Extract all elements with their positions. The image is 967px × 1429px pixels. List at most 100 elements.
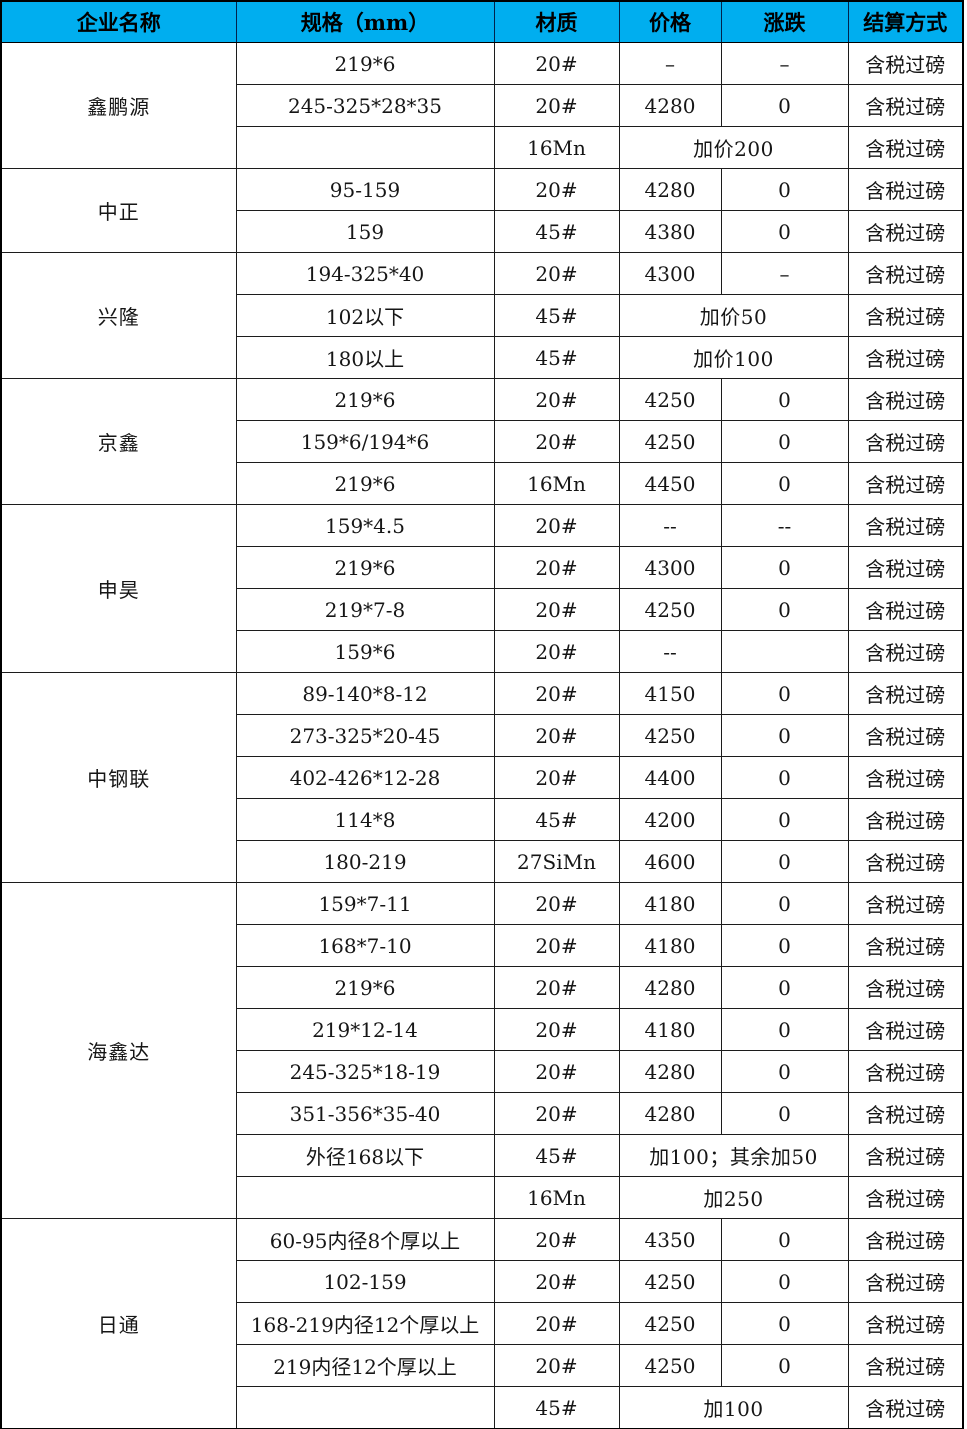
material-cell: 20#: [493, 1218, 620, 1261]
price-cell: 4250: [618, 420, 722, 463]
company-cell: 京鑫: [0, 378, 237, 505]
change-cell: 0: [720, 210, 849, 253]
table-row: 中正 95-159 20# 4280 0 含税过磅: [0, 168, 964, 253]
settlement-cell: 含税过磅: [847, 756, 964, 799]
spec-cell: 245-325*18-19: [235, 1050, 495, 1093]
spec-cell: 95-159: [235, 168, 495, 211]
settlement-cell: 含税过磅: [847, 84, 964, 127]
price-cell: 4250: [618, 1260, 722, 1303]
table-header-row: 企业名称 规格（mm） 材质 价格 涨跌 结算方式: [0, 0, 964, 43]
change-cell: 0: [720, 1302, 849, 1345]
spec-cell: 402-426*12-28: [235, 756, 495, 799]
material-cell: 20#: [493, 546, 620, 589]
table-row: 兴隆 194-325*40 20# 4300– 含税过磅: [0, 252, 964, 379]
change-cell: 0: [720, 714, 849, 757]
spec-cell: 351-356*35-40: [235, 1092, 495, 1135]
settlement-cell: 含税过磅: [847, 1218, 964, 1261]
header-cell-price: 价格: [618, 0, 722, 43]
change-cell: --: [720, 504, 849, 547]
header-cell-settlement: 结算方式: [847, 0, 964, 43]
price-adjustment-cell: 加价100: [618, 336, 849, 379]
settlement-cell: 含税过磅: [847, 126, 964, 169]
table-row: 219*7-8 20# 4250 0 含税过磅: [1, 588, 964, 631]
material-cell: 20#: [493, 966, 620, 1009]
price-cell: 4300: [618, 252, 722, 295]
material-cell: 20#: [493, 714, 620, 757]
table-row: 219内径12个厚以上 20# 4250 0 含税过磅: [1, 1344, 964, 1387]
change-cell: 0: [720, 1218, 849, 1261]
settlement-cell: 含税过磅: [847, 588, 964, 631]
spec-cell: 159*6: [235, 630, 495, 673]
price-cell: 4300: [618, 546, 722, 589]
spec-cell: 219*6: [235, 378, 495, 421]
price-cell: 4280: [618, 1092, 722, 1135]
spec-cell: [235, 126, 495, 169]
settlement-cell: 含税过磅: [847, 840, 964, 883]
settlement-cell: 含税过磅: [847, 420, 964, 463]
spec-cell: 219*7-8: [235, 588, 495, 631]
price-cell: 4250: [618, 1302, 722, 1345]
table-row: 中钢联 89-140*8-12 20# 4150 0 含税过磅: [0, 672, 964, 883]
material-cell: 27SiMn: [493, 840, 620, 883]
spec-cell: 168*7-10: [235, 924, 495, 967]
spec-cell: 外径168以下: [235, 1134, 495, 1177]
material-cell: 20#: [493, 378, 620, 421]
change-cell: 0: [720, 840, 849, 883]
change-cell: 0: [720, 1008, 849, 1051]
settlement-cell: 含税过磅: [847, 630, 964, 673]
spec-cell: 60-95内径8个厚以上: [235, 1218, 495, 1261]
change-cell: 0: [720, 966, 849, 1009]
change-cell: 0: [720, 462, 849, 505]
price-cell: --: [618, 504, 722, 547]
company-cell: 兴隆: [0, 252, 237, 379]
settlement-cell: 含税过磅: [847, 1344, 964, 1387]
spec-cell: 114*8: [235, 798, 495, 841]
material-cell: 45#: [493, 1386, 620, 1429]
settlement-cell: 含税过磅: [847, 1050, 964, 1093]
material-cell: 20#: [493, 420, 620, 463]
spec-cell: 159: [235, 210, 495, 253]
company-cell: 中钢联: [0, 672, 237, 883]
material-cell: 20#: [493, 882, 620, 925]
price-cell: 4450: [618, 462, 722, 505]
price-cell: --: [618, 630, 722, 673]
settlement-cell: 含税过磅: [847, 1302, 964, 1345]
price-cell: 4380: [618, 210, 722, 253]
spec-cell: 159*4.5: [235, 504, 495, 547]
table-row: 219*6 16Mn 4450 0 含税过磅: [1, 462, 964, 505]
change-cell: 0: [720, 1092, 849, 1135]
price-cell: 4280: [618, 168, 722, 211]
material-cell: 20#: [493, 84, 620, 127]
company-cell: 申昊: [0, 504, 237, 673]
change-cell: 0: [720, 1260, 849, 1303]
price-cell: 4250: [618, 378, 722, 421]
settlement-cell: 含税过磅: [847, 882, 964, 925]
settlement-cell: 含税过磅: [847, 294, 964, 337]
table-row: 114*8 45# 4200 0 含税过磅: [1, 798, 964, 841]
settlement-cell: 含税过磅: [847, 798, 964, 841]
table-row: 16Mn 加250 含税过磅: [1, 1176, 964, 1219]
settlement-cell: 含税过磅: [847, 336, 964, 379]
settlement-cell: 含税过磅: [847, 252, 964, 295]
settlement-cell: 含税过磅: [847, 462, 964, 505]
spec-cell: 168-219内径12个厚以上: [235, 1302, 495, 1345]
table-row: 168*7-10 20# 4180 0 含税过磅: [1, 924, 964, 967]
material-cell: 20#: [493, 252, 620, 295]
change-cell: 0: [720, 924, 849, 967]
settlement-cell: 含税过磅: [847, 1260, 964, 1303]
settlement-cell: 含税过磅: [847, 546, 964, 589]
change-cell: 0: [720, 84, 849, 127]
spec-cell: 273-325*20-45: [235, 714, 495, 757]
table-row: 京鑫 219*6 20# 4250 0 含税过磅: [0, 378, 964, 505]
spec-cell: 219*6: [235, 42, 495, 85]
material-cell: 45#: [493, 1134, 620, 1177]
spec-cell: 245-325*28*35: [235, 84, 495, 127]
price-cell: 4280: [618, 966, 722, 1009]
header-cell-change: 涨跌: [720, 0, 849, 43]
company-cell: 海鑫达: [0, 882, 237, 1219]
spec-cell: 159*7-11: [235, 882, 495, 925]
change-cell: 0: [720, 378, 849, 421]
table-row: 159 45# 4380 0 含税过磅: [1, 210, 964, 253]
price-cell: 4280: [618, 1050, 722, 1093]
